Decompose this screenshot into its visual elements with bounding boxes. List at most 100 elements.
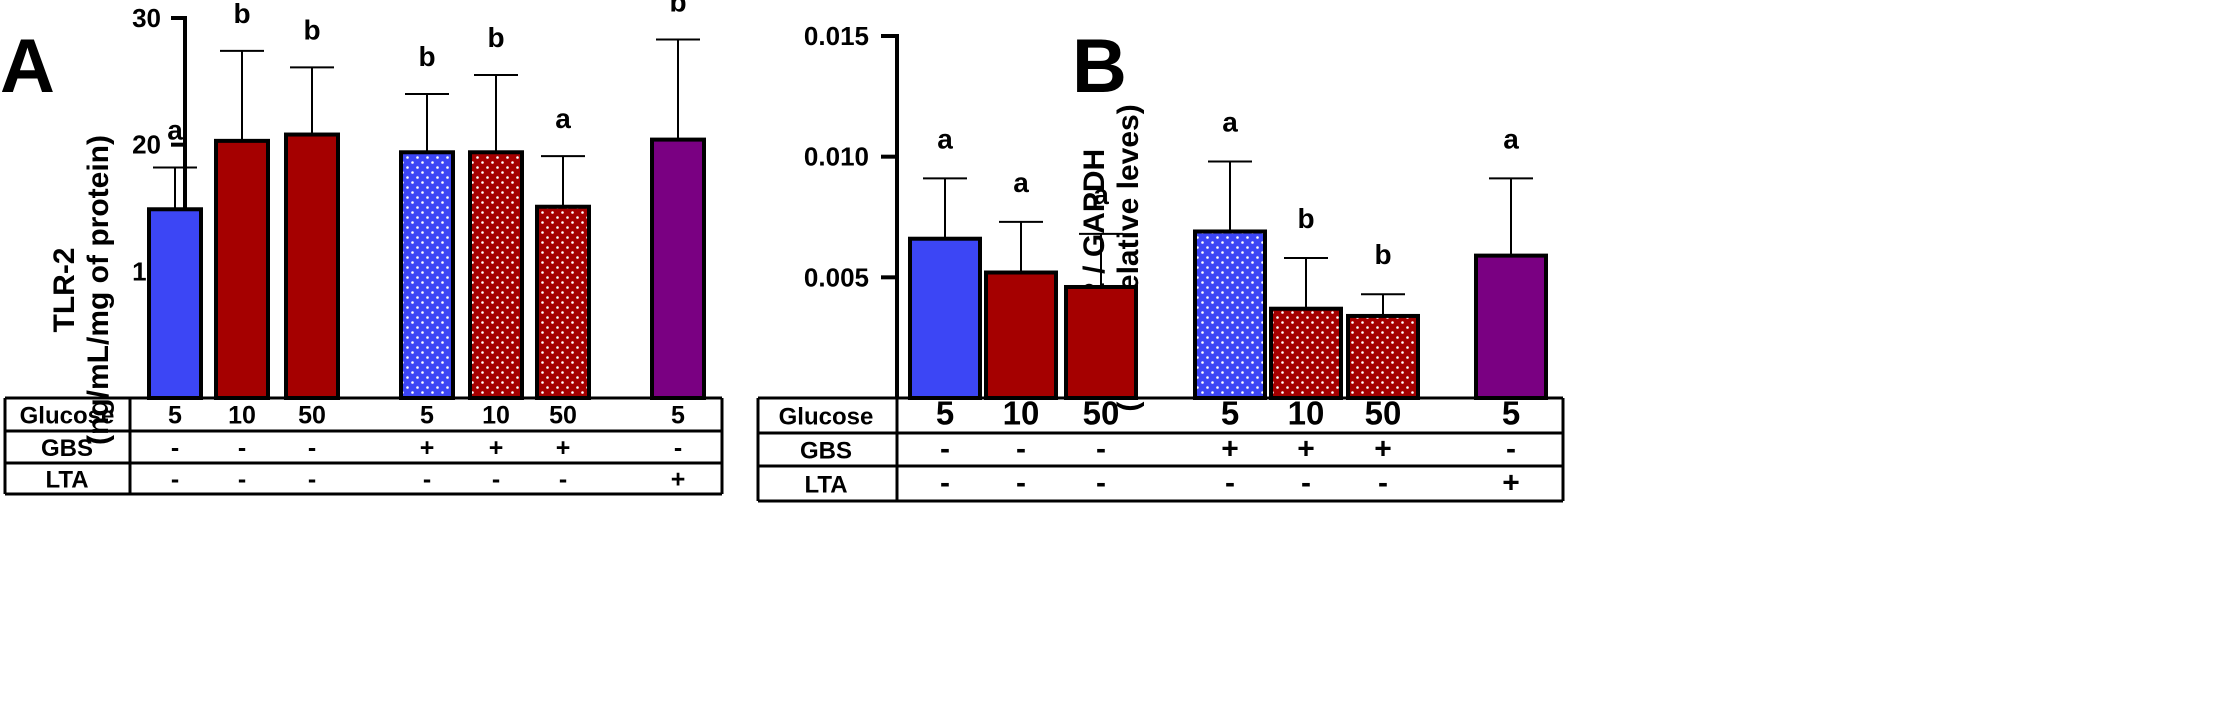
panel-a-significance-label: a [555,103,571,134]
panel-a-bar [468,150,524,400]
panel-b-table-cell: 5 [1221,395,1239,432]
panel-a-table-cell: - [423,466,431,494]
panel-a-y-tick-label: 30 [132,3,161,33]
panel-a-bar [650,137,706,400]
panel-b-bar [1474,253,1548,400]
panel-b-table-cell: 10 [1288,395,1325,432]
panel-a-significance-label: b [233,0,250,29]
panel-a-significance-label: b [303,14,320,45]
panel-a-table-cell: + [556,434,571,462]
panel-a-bar-group: a [535,103,591,400]
panel-b-table-cell: 50 [1365,395,1402,432]
panel-b-bar [908,236,982,400]
panel-a-table-row-label: GBS [41,435,93,462]
panel-a-bar-group: a [147,114,203,400]
panel-a-significance-label: b [487,22,504,53]
panel-b-table-cell: + [1297,433,1315,466]
panel-b-table-cell: + [1502,467,1520,500]
panel-a-table-cell: - [559,466,567,494]
panel-a-bar-group: b [650,0,706,400]
panel-a-bar-group: b [284,14,340,401]
panel-b-table-cell: - [1096,433,1106,466]
panel-b-bar-group: b [1269,203,1343,400]
panel-a-table-cell: 50 [549,402,577,430]
panel-a-ylabel-line2: (ng/mL/mg of protein) [82,135,115,445]
panel-b-significance-label: a [1222,106,1238,137]
panel-a-bar [535,204,591,400]
panel-b-bar [1193,229,1267,400]
panel-b-significance-label: a [1013,167,1029,198]
panel-b-table-row-label: Glucose [779,404,874,431]
panel-b-y-tick-label: 0.015 [804,21,869,51]
panel-a-bar [399,150,455,400]
panel-b-table-cell: 5 [1502,395,1520,432]
panel-b-significance-label: a [937,123,953,154]
panel-b-significance-label: a [1093,179,1109,210]
panel-b-table-cell: - [1225,467,1235,500]
panel-a-bar-group: b [468,22,524,400]
panel-a-table-cell: - [492,466,500,494]
panel-a-table-cell: - [238,466,246,494]
panel-a-bar [147,207,203,400]
panel-b-bar [984,270,1058,400]
panel-a-table-row-label: LTA [45,467,88,494]
panel-a-table-cell: + [489,434,504,462]
panel-b-letter: B [1072,24,1127,109]
panel-a-table-cell: 10 [482,402,510,430]
panel-b-table-cell: - [1301,467,1311,500]
panel-b-table-cell: - [1378,467,1388,500]
panel-b-table-cell: - [1016,467,1026,500]
panel-a-table-cell: - [674,434,682,462]
panel-a-letter: A [0,24,55,109]
panel-a-table-cell: 10 [228,402,256,430]
panel-a-table-cell: 5 [168,402,182,430]
panel-b-significance-label: b [1297,203,1314,234]
panel-a: A TLR-2 (ng/mL/mg of protein) 10 20 30 a b b… [0,0,724,496]
panel-b-table-cell: - [1096,467,1106,500]
panel-b-table-cell: - [1506,433,1516,466]
panel-a-bar [284,132,340,401]
panel-b-table-cell: 50 [1083,395,1120,432]
panel-b-significance-label: a [1503,123,1519,154]
panel-a-condition-table: Glucose 5 10 50 5 10 50 5 GBS - - - + + + - LTA - - - - - - + [3,396,724,496]
panel-b-table-cell: 10 [1003,395,1040,432]
panel-a-significance-label: b [418,41,435,72]
panel-b-table-cell: + [1221,433,1239,466]
panel-b-table-cell: + [1374,433,1392,466]
panel-a-table-cell: + [671,466,686,494]
panel-b-significance-label: b [1374,239,1391,270]
panel-a-table-cell: - [308,434,316,462]
panel-b-table-row-label: GBS [800,438,852,465]
panel-b-bar [1064,284,1138,400]
panel-a-significance-label: b [669,0,686,18]
panel-a-ylabel-line1: TLR-2 [48,248,81,333]
panel-a-bar [214,138,270,400]
panel-a-bars: a b b b b a b [147,0,706,401]
panel-b-table-cell: - [1016,433,1026,466]
panel-a-bar-group: b [214,0,270,400]
panel-b-bar-group: a [1193,106,1267,400]
panel-b-table-cell: 5 [936,395,954,432]
panel-b-bar [1269,306,1343,400]
panel-a-y-tick-label: 20 [132,130,161,160]
panel-b-bar-group: a [908,123,982,400]
panel-a-significance-label: a [167,114,183,145]
panel-b: B TLR-2 / GAPDH (mRNA relative leves) 0.… [756,21,1565,503]
panel-a-table-cell: 50 [298,402,326,430]
panel-a-table-cell: - [308,466,316,494]
panel-b-table-cell: - [940,467,950,500]
panel-b-bars: a a a a b b a [908,106,1548,400]
panel-a-table-cell: - [238,434,246,462]
panel-b-table-row-label: LTA [804,472,847,499]
panel-b-table-cell: - [940,433,950,466]
panel-b-y-tick-label: 0.005 [804,262,869,292]
panel-a-bar-group: b [399,41,455,400]
panel-b-bar [1346,313,1420,400]
panel-b-y-axis: 0.005 0.010 0.015 [804,21,899,398]
panel-a-table-cell: 5 [671,402,685,430]
panel-a-table-row-label: Glucose [20,403,115,430]
panel-a-table-cell: + [420,434,435,462]
panel-a-table-cell: - [171,434,179,462]
